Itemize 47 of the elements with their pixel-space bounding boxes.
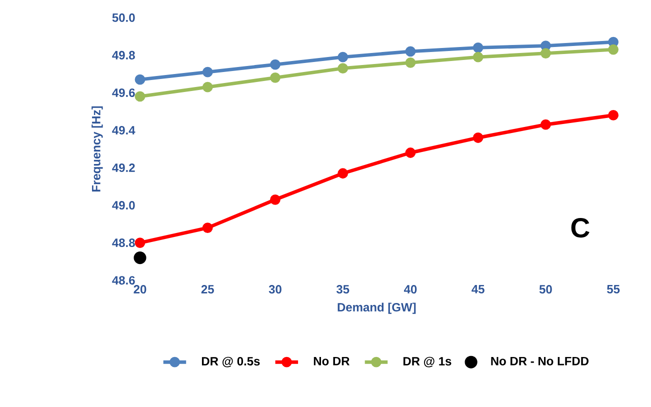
y-tick-label: 49.0: [112, 201, 135, 210]
point: [540, 48, 551, 59]
x-axis-title: Demand [GW]: [338, 302, 416, 314]
x-tick-label: 40: [404, 285, 417, 294]
point: [338, 52, 348, 62]
point: [134, 252, 146, 264]
y-tick-label: 49.4: [112, 126, 136, 134]
point: [608, 44, 619, 55]
point: [540, 119, 551, 130]
y-axis-title: Frequency [Hz]: [92, 106, 103, 192]
point: [202, 82, 213, 92]
point: [134, 238, 146, 248]
annotation: C: [571, 218, 590, 238]
point: [134, 74, 146, 85]
y-tick-label: 50.0: [112, 13, 135, 22]
point: [472, 42, 484, 53]
point: [608, 110, 619, 120]
point: [338, 168, 348, 179]
legend-label: DR @ 1s: [403, 356, 452, 368]
x-tick-label: 50: [539, 285, 552, 294]
point: [405, 46, 416, 57]
x-tick-label: 20: [134, 285, 146, 294]
x-tick-label: 55: [607, 285, 620, 294]
x-tick-label: 30: [268, 285, 282, 294]
point: [270, 59, 280, 70]
point: [270, 194, 280, 205]
y-tick-label: 48.6: [112, 276, 135, 285]
y-tick-label: 48.8: [112, 238, 135, 248]
x-tick-label: 45: [472, 285, 484, 294]
y-tick-label: 49.2: [112, 164, 135, 172]
point: [270, 72, 280, 83]
legend-label: DR @ 0.5s: [202, 356, 260, 368]
point: [472, 52, 484, 62]
point: [405, 57, 416, 68]
point: [472, 132, 484, 143]
y-tick-label: 49.8: [112, 50, 135, 60]
point: [405, 148, 416, 158]
legend-label: No DR - No LFDD: [491, 356, 589, 366]
point: [202, 222, 213, 233]
y-tick-label: 49.6: [112, 88, 135, 97]
point: [608, 36, 619, 48]
x-tick-label: 25: [201, 285, 214, 294]
x-tick-label: 35: [336, 285, 350, 294]
point: [134, 91, 146, 102]
legend-label: No DR: [314, 356, 350, 366]
point: [338, 63, 348, 74]
point: [202, 66, 213, 78]
